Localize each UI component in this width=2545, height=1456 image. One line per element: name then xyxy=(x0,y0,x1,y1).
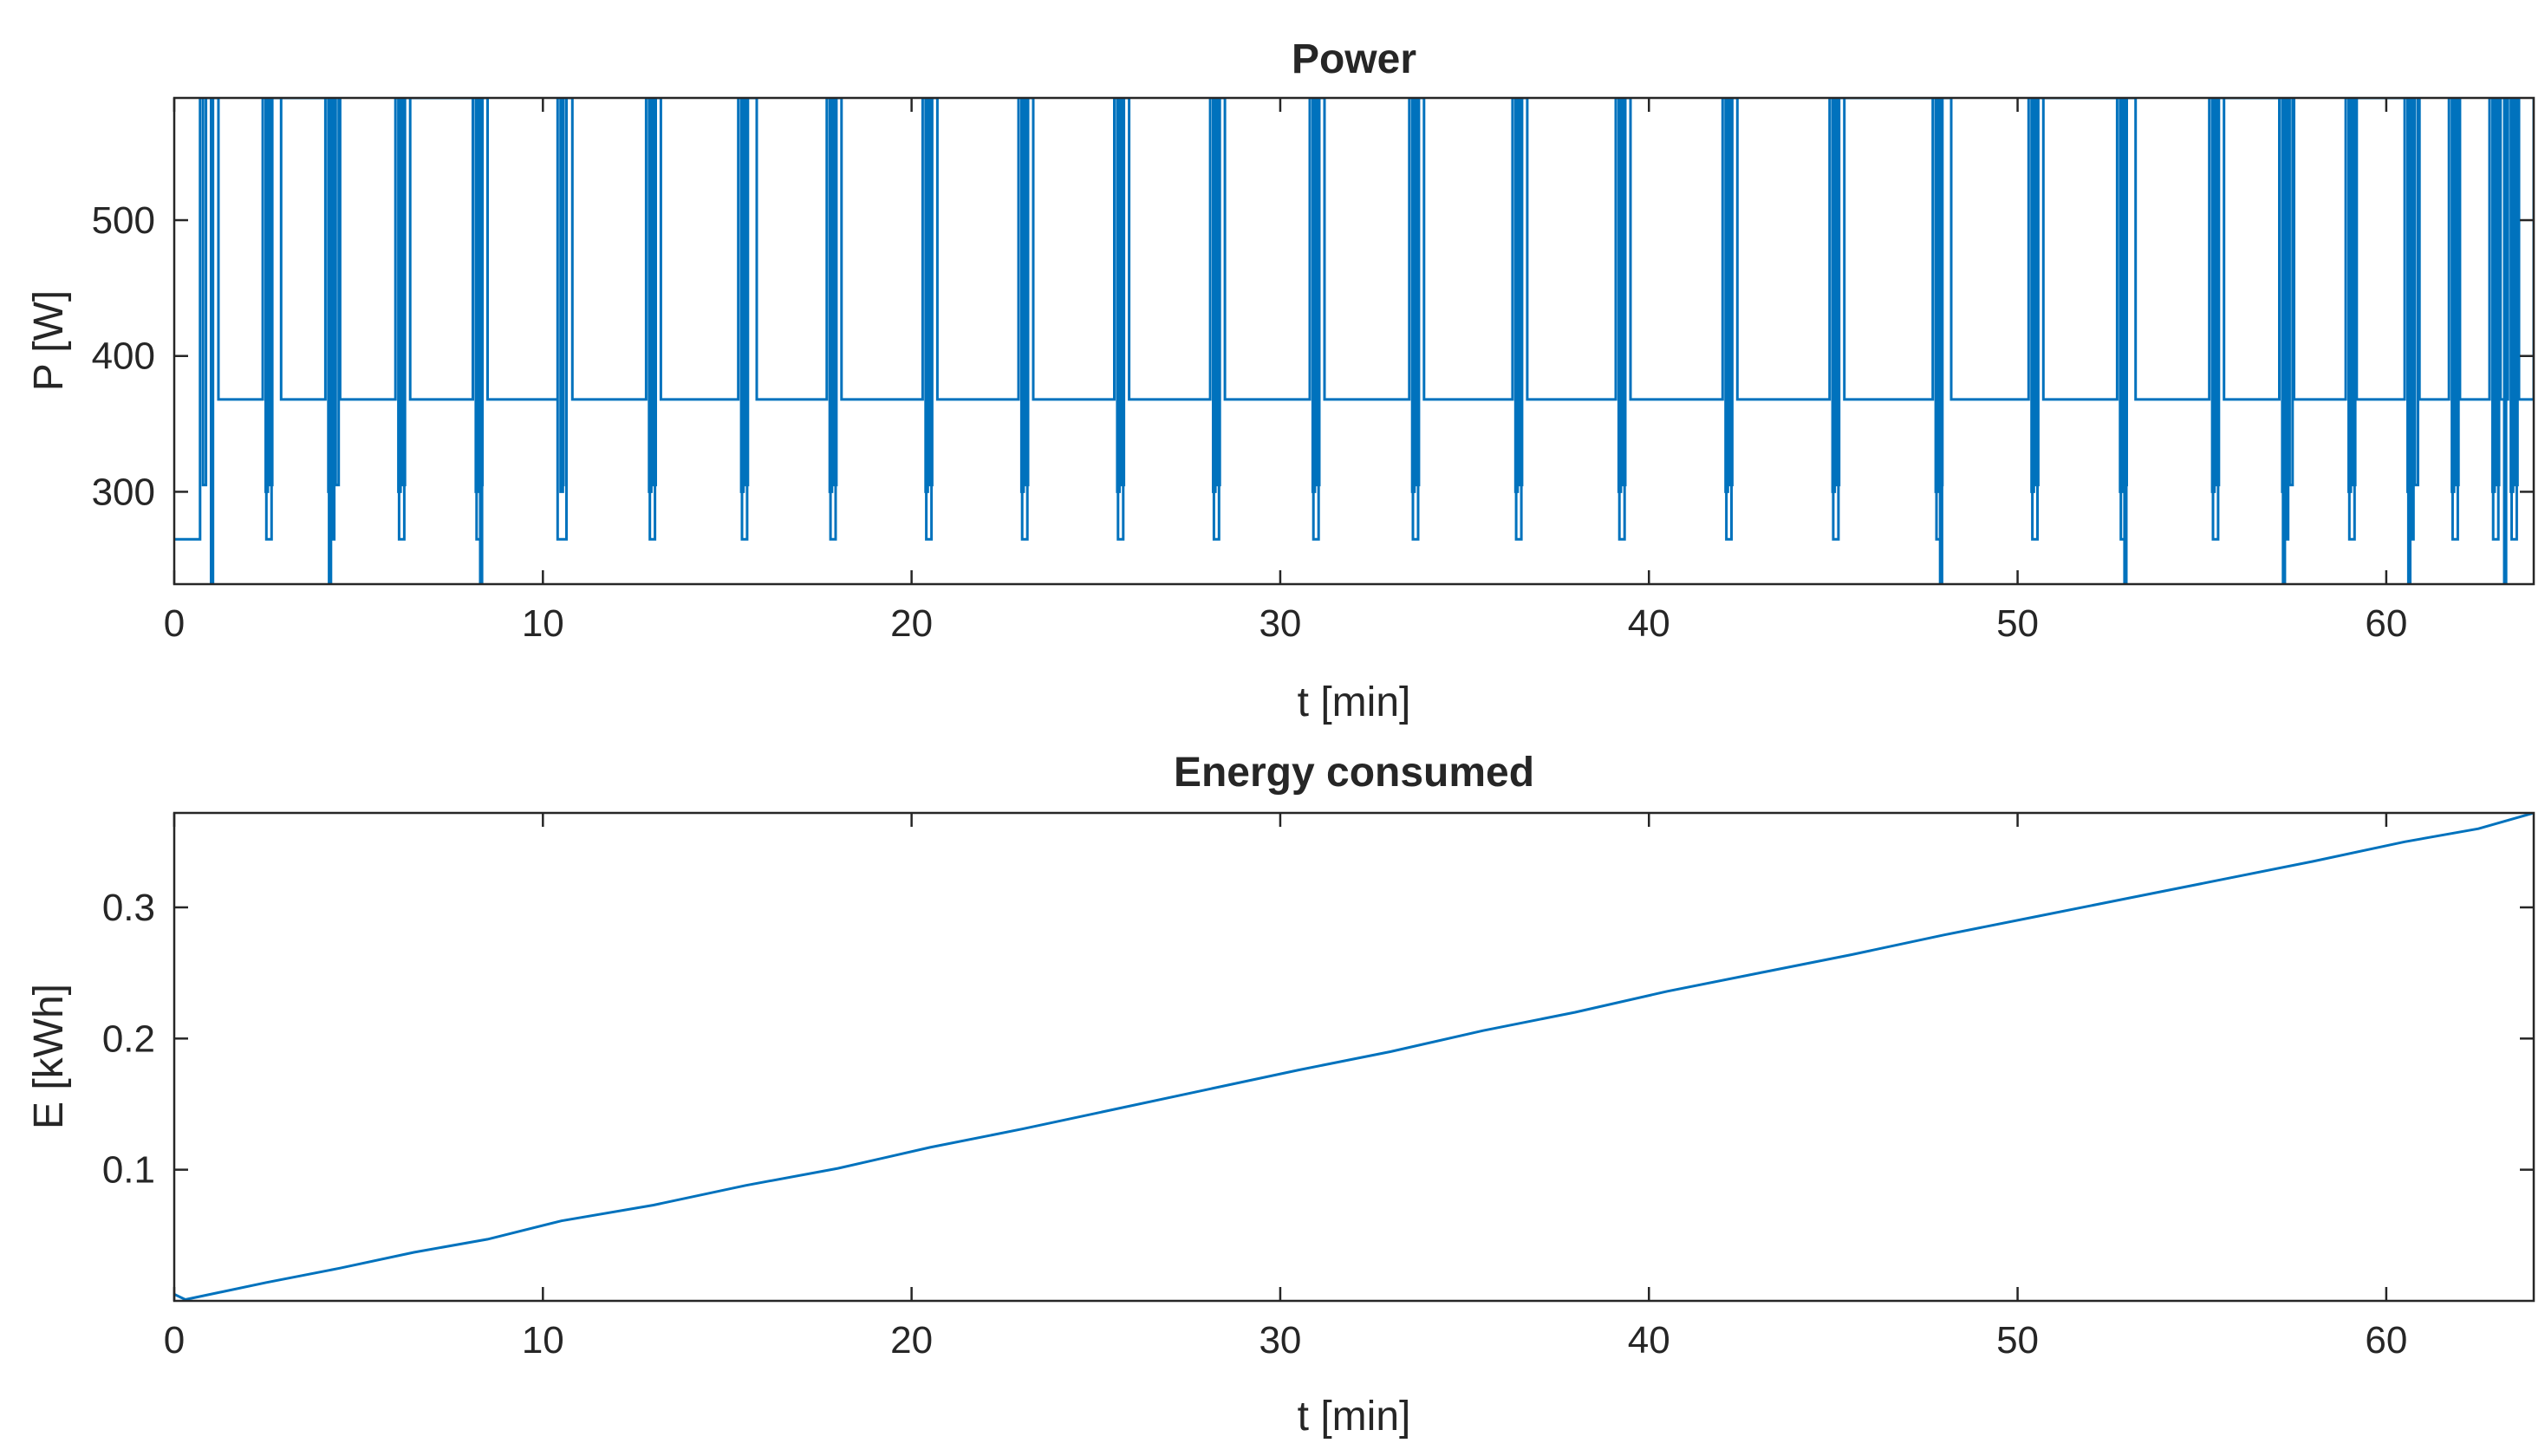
energy-data-layer xyxy=(174,813,2534,1301)
energy-x-tick-label: 30 xyxy=(1259,1319,1301,1362)
power-x-tick-label: 20 xyxy=(890,602,933,645)
power-y-tick-label: 500 xyxy=(92,199,155,242)
energy-y-axis-label: E [kWh] xyxy=(26,984,72,1129)
energy-x-tick-label: 10 xyxy=(522,1319,564,1362)
energy-subplot: Energy consumed 0 10 20 30 40 50 60 0.1 0.2 0.3 t… xyxy=(26,750,2535,1440)
energy-x-tick-label: 0 xyxy=(164,1319,185,1362)
energy-y-tick-label: 0.1 xyxy=(102,1149,155,1192)
power-x-tick-label: 60 xyxy=(2365,602,2407,645)
energy-axes-box xyxy=(172,811,2535,1303)
energy-x-tick-label: 40 xyxy=(1628,1319,1670,1362)
power-series-line xyxy=(174,98,2534,584)
energy-x-tick-label: 50 xyxy=(1996,1319,2039,1362)
energy-x-axis-label: t [min] xyxy=(1298,1394,1411,1440)
energy-y-tick-label: 0.3 xyxy=(102,887,155,929)
energy-chart-title: Energy consumed xyxy=(1174,750,1534,796)
power-x-tick-label: 10 xyxy=(522,602,564,645)
energy-y-tick-label: 0.2 xyxy=(102,1017,155,1060)
power-data-layer xyxy=(174,98,2534,584)
power-y-tick-label: 300 xyxy=(92,471,155,513)
energy-x-tick-label: 20 xyxy=(890,1319,933,1362)
power-axes-box xyxy=(172,96,2535,586)
power-ticks: 0 10 20 30 40 50 60 300 400 500 xyxy=(92,98,2534,645)
power-y-axis-label: P [W] xyxy=(26,290,72,391)
power-x-tick-label: 50 xyxy=(1996,602,2039,645)
energy-series-line xyxy=(174,813,2534,1301)
power-y-tick-label: 400 xyxy=(92,335,155,378)
power-x-axis-label: t [min] xyxy=(1298,679,1411,725)
power-x-tick-label: 30 xyxy=(1259,602,1301,645)
energy-ticks: 0 10 20 30 40 50 60 0.1 0.2 0.3 xyxy=(102,813,2534,1362)
energy-x-tick-label: 60 xyxy=(2365,1319,2407,1362)
power-subplot: Power 0 10 20 30 40 50 60 300 400 500 t [min] P [… xyxy=(26,36,2535,725)
power-chart-title: Power xyxy=(1292,36,1416,82)
power-x-tick-label: 0 xyxy=(164,602,185,645)
power-x-tick-label: 40 xyxy=(1628,602,1670,645)
